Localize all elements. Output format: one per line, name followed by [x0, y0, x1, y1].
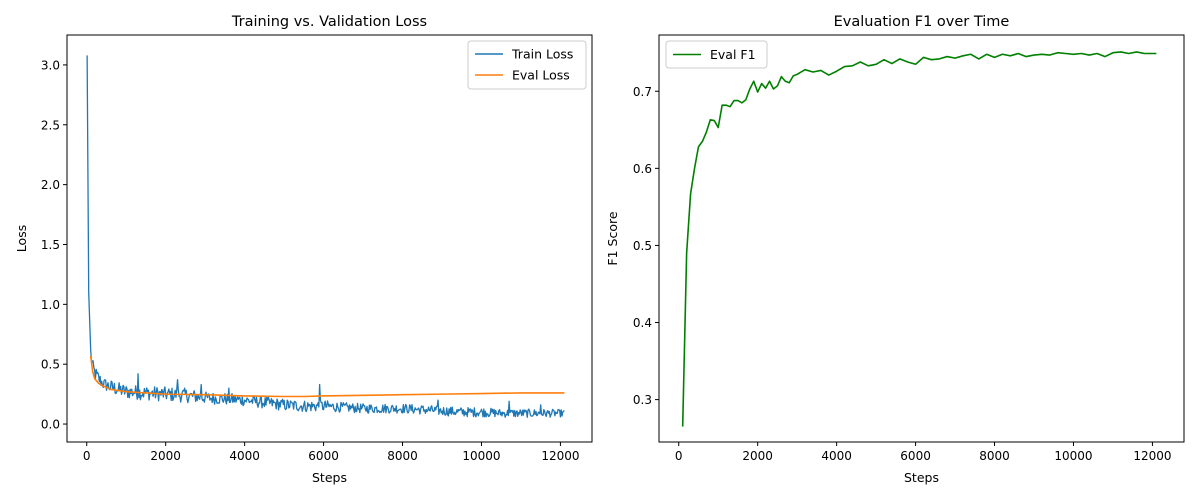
- loss-plot-x-axis-label: Steps: [312, 470, 347, 485]
- f1-plot-y-tick-label-2: 0.5: [633, 239, 652, 253]
- legend-label-eval-f1: Eval F1: [710, 47, 756, 62]
- f1-plot: Evaluation F1 over Time 0 2000 4000 6000 800…: [605, 14, 1185, 485]
- series-line-eval-loss: [89, 355, 565, 398]
- series-line-eval-f1: [681, 51, 1157, 427]
- f1-plot-lines: [681, 51, 1157, 427]
- f1-plot-y-tick-label-1: 0.4: [633, 316, 652, 330]
- loss-plot-legend: Train Loss Eval Loss: [467, 40, 587, 90]
- loss-plot-x-tick-label-1: 2000: [150, 449, 181, 463]
- f1-plot-frame: [658, 34, 1185, 443]
- loss-plot-y-tick-label-5: 2.5: [41, 118, 60, 132]
- loss-plot-y-axis-label: Loss: [14, 225, 29, 252]
- f1-plot-y-axis-label: F1 Score: [605, 211, 620, 265]
- loss-plot-y-tick-label-0: 0.0: [41, 418, 60, 432]
- loss-plot-legend-box: [467, 40, 587, 90]
- legend-label-eval-loss: Eval Loss: [512, 68, 570, 83]
- loss-plot-frame: [66, 34, 593, 443]
- loss-plot-y-tick-label-4: 2.0: [41, 178, 60, 192]
- loss-plot-lines: [86, 55, 565, 418]
- f1-plot-x-tick-label-3: 6000: [900, 449, 931, 463]
- f1-plot-legend: Eval F1: [665, 40, 768, 69]
- loss-plot-title: Training vs. Validation Loss: [231, 14, 427, 30]
- loss-plot-x-ticks: 0 2000 4000 6000 8000 10000 12000: [83, 442, 580, 463]
- loss-plot-x-tick-label-0: 0: [83, 449, 91, 463]
- series-line-train-loss: [86, 55, 565, 418]
- f1-plot-x-tick-label-0: 0: [675, 449, 683, 463]
- loss-plot: Training vs. Validation Loss 0 2000 4000 60…: [14, 14, 593, 485]
- loss-plot-x-tick-label-4: 8000: [387, 449, 418, 463]
- loss-plot-x-tick-label-5: 10000: [462, 449, 500, 463]
- f1-plot-x-axis-label: Steps: [904, 470, 939, 485]
- loss-plot-x-tick-label-6: 12000: [541, 449, 579, 463]
- f1-plot-x-tick-label-6: 12000: [1133, 449, 1171, 463]
- f1-plot-y-tick-label-0: 0.3: [633, 393, 652, 407]
- loss-plot-y-tick-label-3: 1.5: [41, 238, 60, 252]
- loss-plot-y-tick-label-6: 3.0: [41, 58, 60, 72]
- loss-plot-x-tick-label-3: 6000: [308, 449, 339, 463]
- f1-plot-x-tick-label-4: 8000: [979, 449, 1010, 463]
- loss-plot-y-tick-label-1: 0.5: [41, 358, 60, 372]
- f1-plot-title: Evaluation F1 over Time: [834, 14, 1010, 30]
- f1-plot-legend-box: [665, 40, 768, 69]
- f1-plot-y-tick-label-4: 0.7: [633, 85, 652, 99]
- legend-label-train-loss: Train Loss: [511, 47, 573, 62]
- f1-plot-x-tick-label-1: 2000: [742, 449, 773, 463]
- f1-plot-x-tick-label-5: 10000: [1054, 449, 1092, 463]
- loss-plot-y-ticks: 0.0 0.5 1.0 1.5 2.0 2.5 3.0: [41, 58, 67, 432]
- f1-plot-x-tick-label-2: 4000: [821, 449, 852, 463]
- loss-plot-x-tick-label-2: 4000: [229, 449, 260, 463]
- f1-plot-y-tick-label-3: 0.6: [633, 162, 652, 176]
- loss-plot-y-tick-label-2: 1.0: [41, 298, 60, 312]
- f1-plot-x-ticks: 0 2000 4000 6000 8000 10000 12000: [675, 442, 1172, 463]
- f1-plot-y-ticks: 0.3 0.4 0.5 0.6 0.7: [633, 85, 659, 407]
